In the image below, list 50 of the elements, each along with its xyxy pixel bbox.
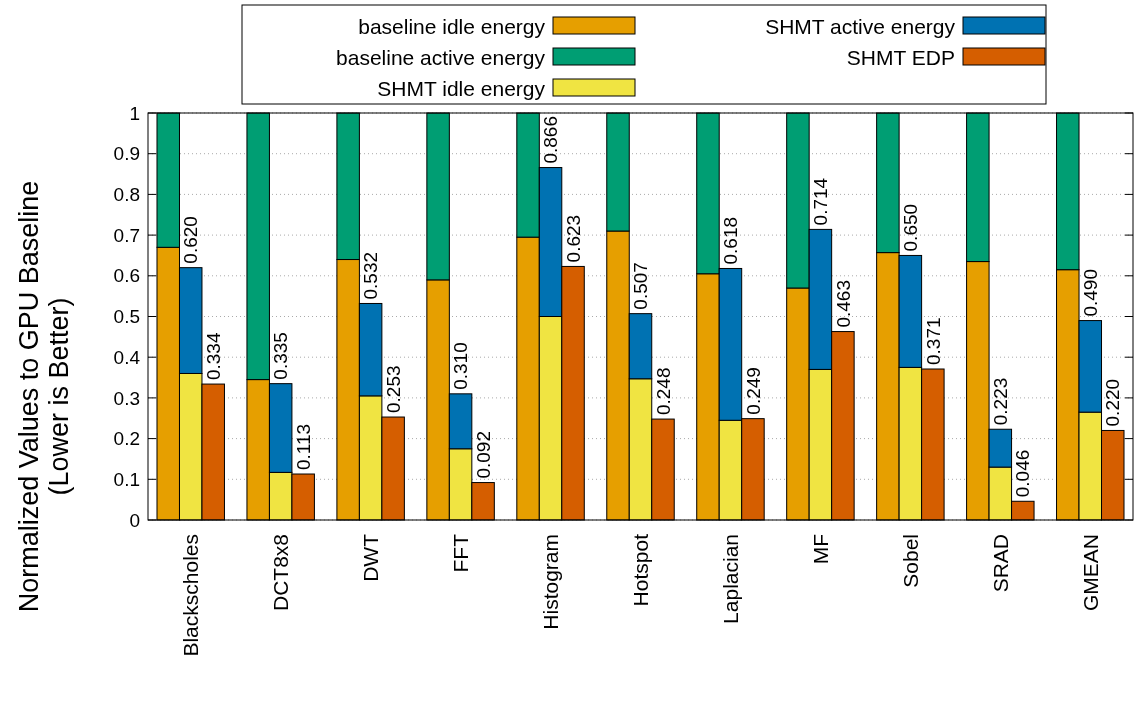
x-tick-label: DWT: [358, 533, 382, 582]
x-tick-label: FFT: [448, 533, 472, 573]
total-label: 0.650: [900, 203, 922, 252]
total-label: 0.248: [652, 367, 674, 416]
total-label: 0.463: [832, 280, 854, 328]
total-label: 0.620: [180, 216, 202, 264]
legend-label: SHMT active energy: [765, 14, 956, 38]
total-label: 0.220: [1102, 378, 1124, 427]
y-tick-label: 0.9: [113, 143, 140, 165]
total-label: 0.618: [720, 216, 742, 265]
y-tick-label: 0.1: [113, 468, 140, 490]
y-tick-label: 0.4: [113, 346, 141, 368]
total-label: 0.490: [1079, 269, 1101, 317]
total-label: 0.223: [989, 377, 1011, 426]
total-label: 0.253: [382, 365, 404, 414]
x-tick-label: MF: [808, 534, 832, 565]
x-tick-label: SRAD: [988, 534, 1012, 593]
y-tick-label: 1: [129, 102, 140, 124]
x-tick-label: Blackscholes: [179, 534, 203, 657]
x-tick-label: Sobel: [898, 534, 922, 588]
y-tick-label: 0.3: [113, 387, 140, 409]
x-tick-label: Laplacian: [718, 534, 742, 624]
total-label: 0.714: [810, 177, 832, 226]
legend-label: SHMT EDP: [846, 45, 955, 69]
y-axis-title: Normalized Values to GPU Baseline (Lower is Better): [14, 180, 74, 613]
total-label: 0.310: [450, 342, 472, 390]
y-tick-label: 0.6: [113, 265, 140, 287]
x-tick-label: DCT8x8: [269, 534, 293, 612]
total-label: 0.249: [742, 367, 764, 415]
total-label: 0.335: [270, 332, 292, 380]
legend-label: SHMT idle energy: [377, 76, 546, 100]
total-label: 0.334: [202, 332, 224, 381]
legend-label: baseline active energy: [336, 45, 546, 69]
legend-label: baseline idle energy: [358, 14, 546, 38]
x-tick-label: Hotspot: [628, 533, 652, 607]
x-tick-label: GMEAN: [1078, 534, 1102, 612]
total-label: 0.092: [472, 431, 494, 479]
y-tick-label: 0.8: [113, 184, 140, 206]
total-label: 0.507: [630, 262, 652, 310]
total-label: 0.046: [1012, 449, 1034, 498]
x-tick-label: Histogram: [538, 534, 562, 630]
y-tick-label: 0.7: [113, 224, 140, 246]
total-label: 0.113: [292, 423, 314, 471]
y-tick-label: 0: [129, 509, 140, 531]
total-label: 0.623: [562, 214, 584, 263]
total-label: 0.866: [540, 115, 562, 164]
total-label: 0.532: [360, 251, 382, 300]
y-tick-label: 0.5: [113, 306, 140, 328]
y-tick-label: 0.2: [113, 428, 140, 450]
total-label: 0.371: [922, 317, 944, 365]
